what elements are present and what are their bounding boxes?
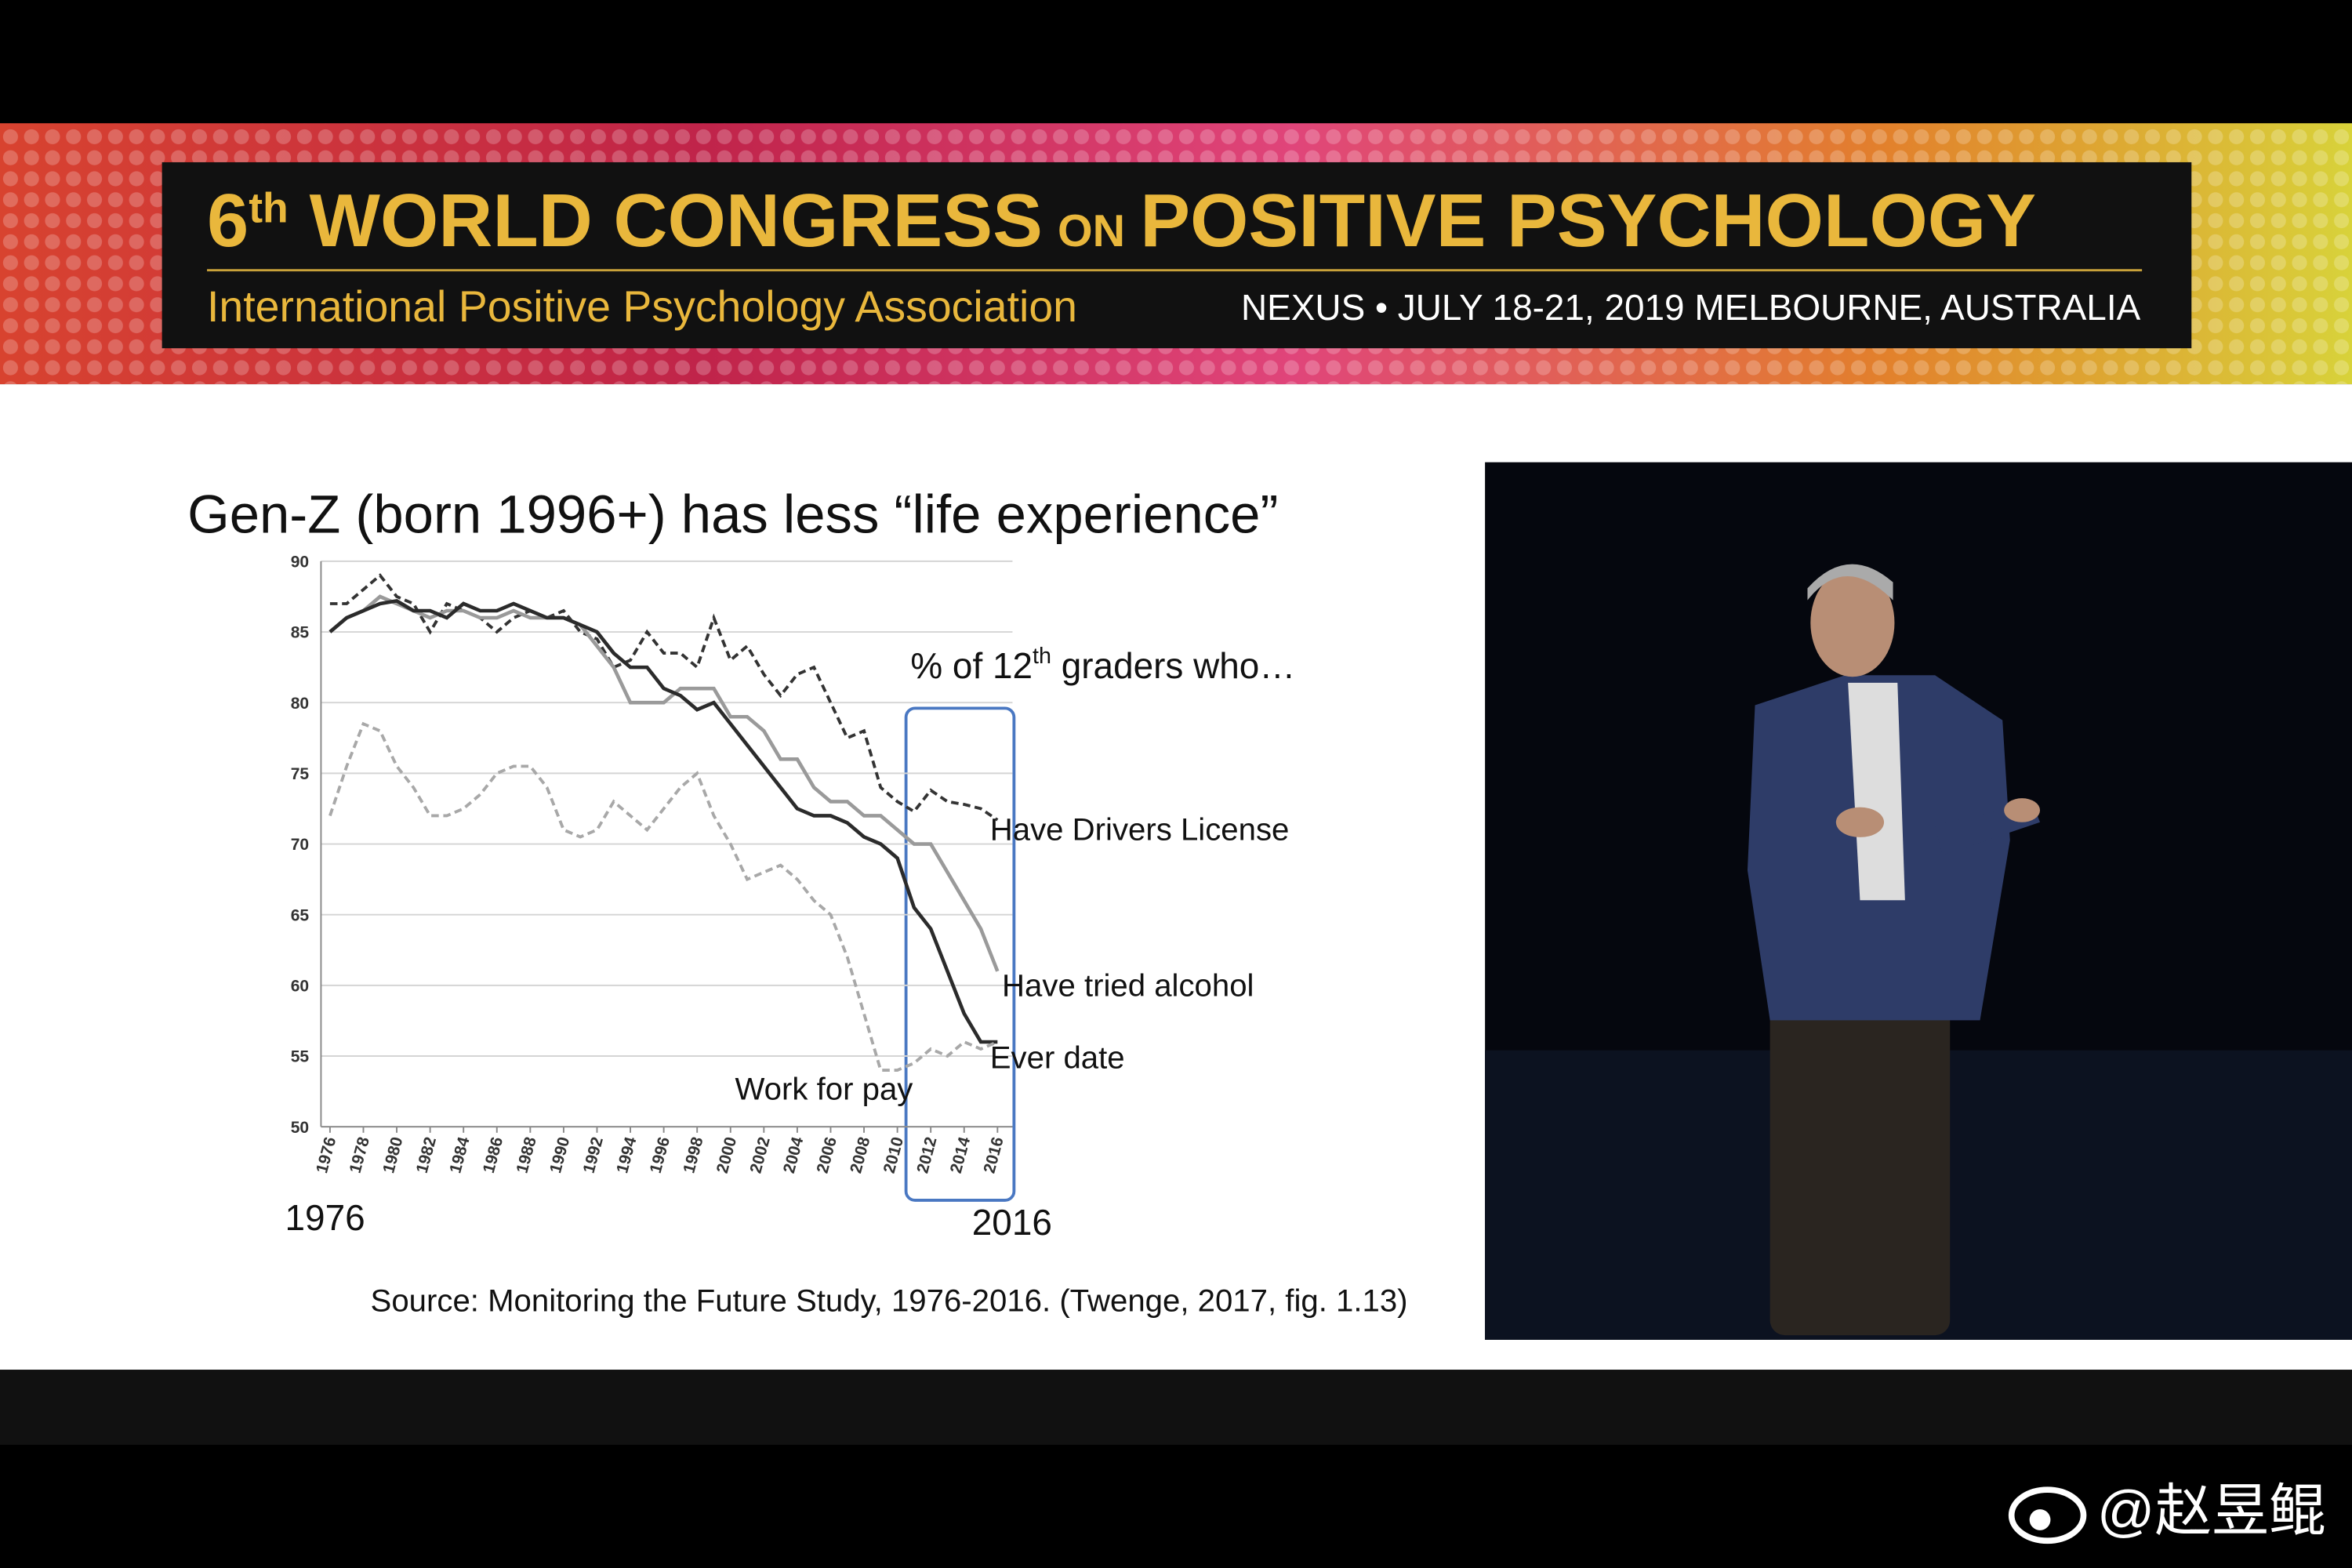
y-tick-label: 80 xyxy=(291,695,309,713)
title-part: WORLD CONGRESS xyxy=(310,179,1043,263)
annotation-sup: th xyxy=(1033,644,1051,669)
banner-box xyxy=(162,162,2192,349)
annotation: % of 12th graders who… xyxy=(910,644,1295,686)
y-tick-label: 85 xyxy=(291,624,310,642)
y-tick-label: 60 xyxy=(291,978,309,996)
y-tick-label: 50 xyxy=(291,1119,309,1137)
series-line xyxy=(328,598,998,1044)
title-part: POSITIVE PSYCHOLOGY xyxy=(1140,179,2036,263)
bottom-band xyxy=(0,1370,2352,1445)
chart-title: Gen-Z (born 1996+) has less “life experi… xyxy=(187,485,1278,545)
range-label: 2016 xyxy=(972,1202,1052,1243)
ordinal: 6 xyxy=(207,179,249,263)
y-tick-label: 65 xyxy=(291,906,310,924)
range-label: 1976 xyxy=(285,1197,365,1238)
highlight-box xyxy=(904,706,1016,1202)
banner-title: 6th WORLD CONGRESS ON POSITIVE PSYCHOLOGY xyxy=(207,179,2036,263)
watermark-text: @赵昱鲲 xyxy=(2097,1479,2326,1543)
y-tick-label: 75 xyxy=(291,765,310,783)
y-tick-label: 70 xyxy=(291,836,309,854)
series-label: Have Drivers License xyxy=(990,812,1290,848)
ordinal-suffix: th xyxy=(249,185,289,231)
annotation-part: % of 12 xyxy=(910,645,1033,686)
association: International Positive Psychology Associ… xyxy=(207,282,1077,331)
event: NEXUS • JULY 18-21, 2019 MELBOURNE, AUST… xyxy=(1241,287,2141,328)
series-line xyxy=(328,721,999,1072)
title-on: ON xyxy=(1058,206,1125,256)
y-tick-label: 90 xyxy=(291,554,309,572)
series-line xyxy=(328,594,1000,972)
y-tick-label: 55 xyxy=(291,1048,310,1066)
source: Source: Monitoring the Future Study, 197… xyxy=(371,1283,1408,1319)
series-label: Have tried alcohol xyxy=(1002,968,1254,1004)
annotation-part: graders who… xyxy=(1051,645,1295,686)
speaker xyxy=(1747,564,2041,1336)
watermark: @赵昱鲲 xyxy=(2008,1479,2326,1544)
series-label: Ever date xyxy=(990,1040,1125,1076)
series-label: Work for pay xyxy=(735,1072,913,1107)
